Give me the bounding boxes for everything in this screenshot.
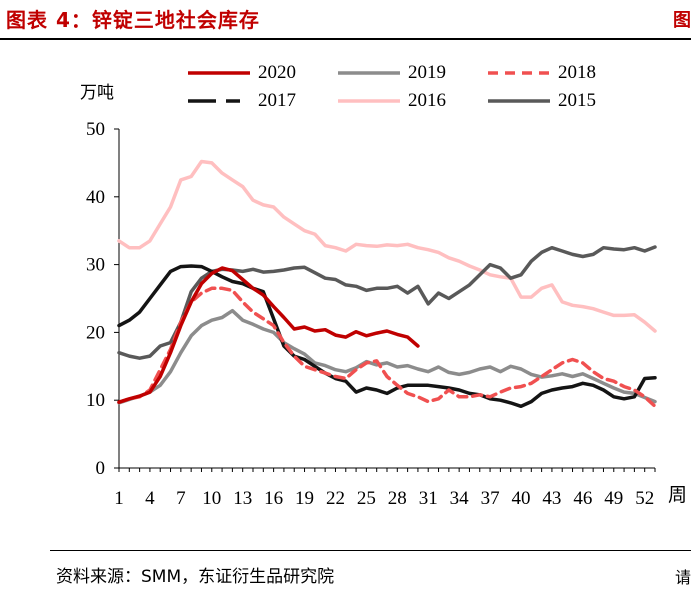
x-tick-label: 25 — [357, 488, 376, 509]
legend-label-2016: 2016 — [408, 90, 446, 111]
x-tick-label: 4 — [145, 488, 155, 509]
legend-label-2017: 2017 — [258, 90, 296, 111]
title-divider — [0, 38, 691, 40]
legend-swatch-2018 — [488, 71, 550, 75]
chart-title: 图表 4：锌锭三地社会库存 — [6, 8, 260, 32]
x-tick-label: 13 — [233, 488, 252, 509]
legend-item-2017: 2017 — [188, 88, 296, 114]
series-line-2018 — [117, 286, 657, 409]
legend-swatch-2019 — [338, 71, 400, 75]
x-tick-label: 19 — [295, 488, 314, 509]
series-line-2020 — [117, 266, 420, 404]
legend-label-2015: 2015 — [558, 90, 596, 111]
legend-swatch-2017 — [188, 99, 250, 103]
y-tick-label: 10 — [86, 390, 105, 411]
footer-divider — [50, 550, 691, 551]
series-line-2015 — [117, 245, 657, 360]
x-tick-label: 49 — [604, 488, 623, 509]
legend-swatch-2020 — [188, 71, 250, 75]
legend-item-2020: 2020 — [188, 60, 296, 86]
cropped-edge-glyph-footer: 请 — [674, 568, 691, 587]
x-tick-label: 31 — [419, 488, 438, 509]
series-line-2017 — [117, 264, 657, 409]
line-chart: 0 10 20 30 40 50 1 4 7 10 13 16 19 22 25 28 31 34 37 40 43 46… — [86, 119, 687, 509]
x-tick-label: 1 — [114, 488, 124, 509]
cropped-edge-glyph: 图 — [673, 10, 691, 31]
x-tick-label: 40 — [512, 488, 531, 509]
y-tick-label: 30 — [86, 255, 105, 276]
x-tick-label: 22 — [326, 488, 345, 509]
x-tick-label: 10 — [202, 488, 221, 509]
legend-item-2016: 2016 — [338, 88, 446, 114]
series-line-2016 — [117, 159, 657, 333]
chart-legend: 2020 2019 2018 2017 2016 2015 — [188, 60, 628, 118]
legend-label-2018: 2018 — [558, 62, 596, 83]
source-note: 资料来源：SMM，东证衍生品研究院 — [56, 567, 335, 587]
x-tick-label: 37 — [481, 488, 500, 509]
x-tick-label: 28 — [388, 488, 407, 509]
x-tick-label: 16 — [264, 488, 283, 509]
y-tick-label: 40 — [86, 187, 105, 208]
x-tick-label: 34 — [450, 488, 470, 509]
x-tick-label: 46 — [573, 488, 592, 509]
legend-item-2015: 2015 — [488, 88, 596, 114]
y-axis-unit-label: 万吨 — [80, 83, 114, 103]
series-line-2019 — [117, 308, 657, 405]
legend-swatch-2015 — [488, 99, 550, 103]
y-tick-label: 50 — [86, 119, 105, 140]
legend-label-2019: 2019 — [408, 62, 446, 83]
x-tick-label: 43 — [542, 488, 561, 509]
x-tick-label: 52 — [635, 488, 654, 509]
legend-item-2019: 2019 — [338, 60, 446, 86]
legend-item-2018: 2018 — [488, 60, 596, 86]
y-tick-label: 0 — [96, 458, 106, 479]
x-tick-label: 7 — [176, 488, 186, 509]
y-tick-label: 20 — [86, 322, 105, 343]
legend-swatch-2016 — [338, 99, 400, 103]
x-axis-label: 周 — [668, 484, 687, 506]
legend-label-2020: 2020 — [258, 62, 296, 83]
